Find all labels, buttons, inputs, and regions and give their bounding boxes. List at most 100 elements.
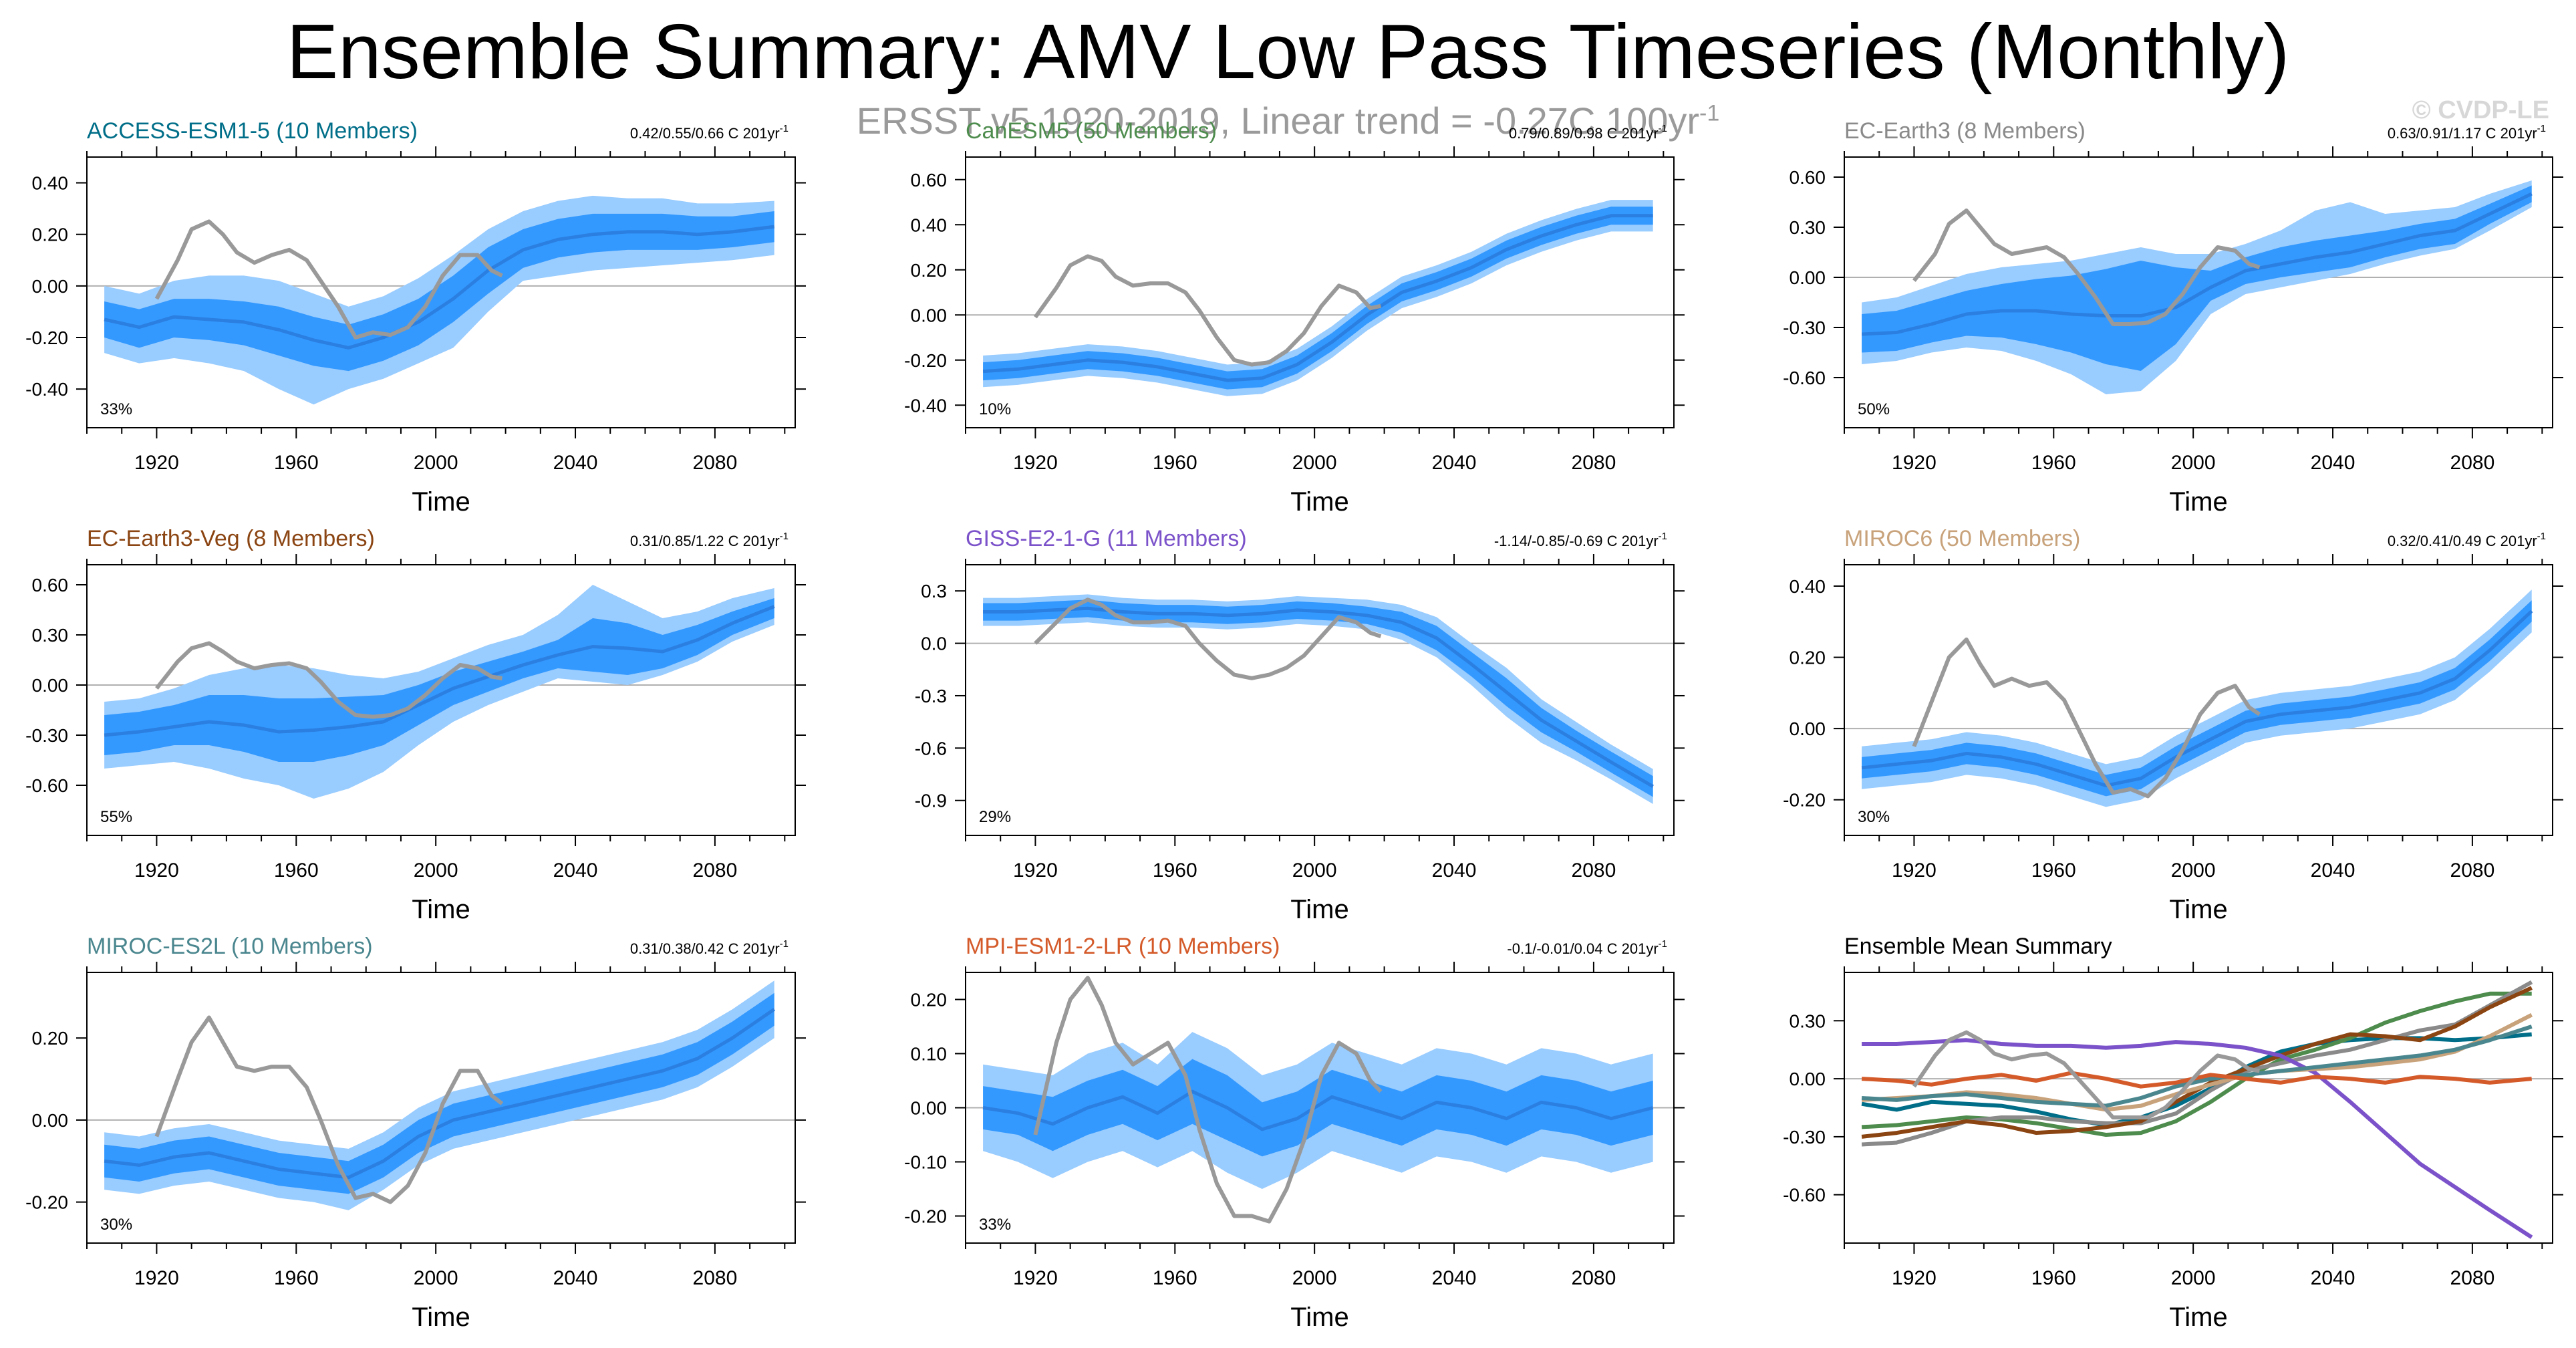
inner-spread-band: [104, 992, 774, 1194]
x-tick-label: 2080: [693, 859, 738, 882]
observations-line: [1912, 637, 2261, 799]
chart-panel: 1920 1960 2000 2040 2080 -0.40 -0.20 0.00 0.20 0.…: [904, 118, 1685, 517]
trend-text: 0.63/0.91/1.17 C 201yr: [2388, 125, 2537, 142]
plot-frame: [1844, 972, 2553, 1244]
trend-superscript: -1: [780, 938, 789, 950]
y-tick-label: 0.20: [911, 260, 948, 281]
subtitle-superscript: -1: [1699, 100, 1720, 126]
x-tick-label: 2080: [1572, 1267, 1616, 1289]
x-tick-label: 2000: [2171, 1267, 2216, 1289]
y-tick-label: -0.30: [1783, 317, 1826, 338]
panel-title: MIROC6 (50 Members): [1844, 526, 2080, 551]
figure-subtitle: ERSST v5 1920-2019, Linear trend = -0.27…: [0, 99, 2576, 142]
plot-frame: [965, 564, 1675, 836]
ensemble-mean-line: [104, 605, 775, 737]
x-tick-label: 2040: [2311, 859, 2355, 882]
trend-superscript: -1: [1659, 531, 1667, 542]
y-tick-label: -0.6: [915, 738, 947, 759]
x-tick-label: 2040: [2311, 452, 2355, 474]
ensemble-mean-line: [1861, 610, 2533, 787]
trend-text: 0.31/0.85/1.22 C 201yr: [630, 533, 780, 549]
x-axis-label: Time: [2169, 487, 2227, 517]
y-tick-label: 0.40: [911, 215, 948, 235]
percent-label: 30%: [1858, 808, 1890, 826]
plot-area: [87, 195, 795, 405]
y-tick-label: -0.20: [25, 327, 68, 348]
x-tick-label: 2040: [553, 859, 598, 882]
plot-area: [1844, 589, 2553, 807]
x-tick-label: 1960: [274, 1267, 319, 1289]
trend-annotation: -1.14/-0.85/-0.69 C 201yr-1: [1494, 531, 1667, 549]
x-tick-label: 2080: [2450, 859, 2495, 882]
x-tick-label: 2000: [2171, 452, 2216, 474]
chart-panel: 1920 1960 2000 2040 2080 -0.20 -0.10 0.00 0.10 0.…: [904, 934, 1685, 1332]
y-tick-label: 0.00: [911, 305, 948, 325]
x-axis-label: Time: [2169, 1303, 2227, 1332]
x-tick-label: 1920: [1013, 859, 1058, 882]
percent-label: 30%: [100, 1216, 132, 1234]
x-tick-label: 1920: [134, 452, 179, 474]
plot-frame: [1844, 156, 2553, 428]
x-tick-label: 1920: [1892, 859, 1937, 882]
trend-superscript: -1: [1659, 938, 1667, 950]
x-tick-label: 2080: [693, 452, 738, 474]
x-tick-label: 2000: [1292, 859, 1337, 882]
plot-area: [87, 585, 795, 799]
y-tick-label: 0.30: [1790, 217, 1826, 238]
y-tick-label: -0.10: [904, 1152, 947, 1173]
y-tick-label: 0.10: [911, 1044, 948, 1065]
plot-frame: [86, 564, 796, 836]
y-tick-label: 0.60: [1790, 167, 1826, 188]
trend-annotation: 0.32/0.41/0.49 C 201yr-1: [2388, 531, 2546, 549]
plot-area: [1844, 180, 2553, 394]
y-tick-label: 0.60: [911, 170, 948, 190]
x-tick-label: 1920: [1892, 1267, 1937, 1289]
observations-line: [1033, 976, 1383, 1224]
trend-annotation: 0.31/0.85/1.22 C 201yr-1: [630, 531, 789, 549]
chart-panel: 1920 1960 2000 2040 2080 -0.9 -0.6 -0.3 0.0 0.3 GI…: [915, 526, 1685, 924]
y-tick-label: 0.00: [1790, 267, 1826, 288]
x-tick-label: 2040: [2311, 1267, 2355, 1289]
percent-label: 33%: [979, 1216, 1011, 1234]
y-tick-label: -0.30: [1783, 1127, 1826, 1148]
observations-line: [1912, 209, 2261, 326]
observations-line: [1033, 254, 1382, 367]
plot-frame: [965, 156, 1675, 428]
y-tick-label: -0.60: [25, 775, 68, 796]
trend-text: 0.79/0.89/0.98 C 201yr: [1509, 125, 1659, 142]
plot-frame: [86, 972, 796, 1244]
x-axis-label: Time: [1290, 487, 1348, 517]
x-tick-label: 1920: [134, 1267, 179, 1289]
y-tick-label: -0.30: [25, 725, 68, 746]
panel-title: EC-Earth3-Veg (8 Members): [87, 526, 375, 551]
plot-area: [966, 976, 1674, 1224]
chart-panel: 1920 1960 2000 2040 2080 -0.20 0.00 0.20 MIROC-E…: [25, 934, 806, 1332]
x-tick-label: 1920: [134, 859, 179, 882]
x-tick-label: 2000: [414, 859, 458, 882]
subtitle-text: ERSST v5 1920-2019, Linear trend = -0.27…: [856, 100, 1700, 142]
y-tick-label: -0.20: [25, 1192, 68, 1213]
summary-series-line: [1912, 1030, 2260, 1119]
x-tick-label: 1960: [2031, 859, 2076, 882]
x-tick-label: 2000: [414, 1267, 458, 1289]
x-tick-label: 2080: [2450, 452, 2495, 474]
summary-series-line: [1861, 991, 2532, 1137]
y-tick-label: 0.40: [1790, 576, 1826, 597]
x-tick-label: 2040: [1432, 452, 1477, 474]
observations-line: [1034, 597, 1382, 680]
x-tick-label: 1920: [1013, 452, 1058, 474]
x-tick-label: 1960: [274, 452, 319, 474]
outer-spread-band: [104, 980, 774, 1210]
outer-spread-band: [983, 594, 1653, 804]
x-axis-label: Time: [412, 1303, 470, 1332]
trend-superscript: -1: [1659, 123, 1667, 134]
panel-title: ACCESS-ESM1-5 (10 Members): [87, 118, 418, 144]
trend-text: -0.1/-0.01/0.04 C 201yr: [1507, 940, 1658, 957]
credit-watermark: © CVDP-LE: [2412, 96, 2549, 124]
panel-title: GISS-E2-1-G (11 Members): [966, 526, 1247, 551]
chart-panel: 1920 1960 2000 2040 2080 -0.60 -0.30 0.00 0.30 En…: [1783, 934, 2563, 1332]
inner-spread-band: [1862, 185, 2532, 371]
y-tick-label: 0.00: [32, 1110, 69, 1131]
ensemble-mean-line: [982, 214, 1653, 382]
y-tick-label: -0.3: [915, 686, 947, 706]
